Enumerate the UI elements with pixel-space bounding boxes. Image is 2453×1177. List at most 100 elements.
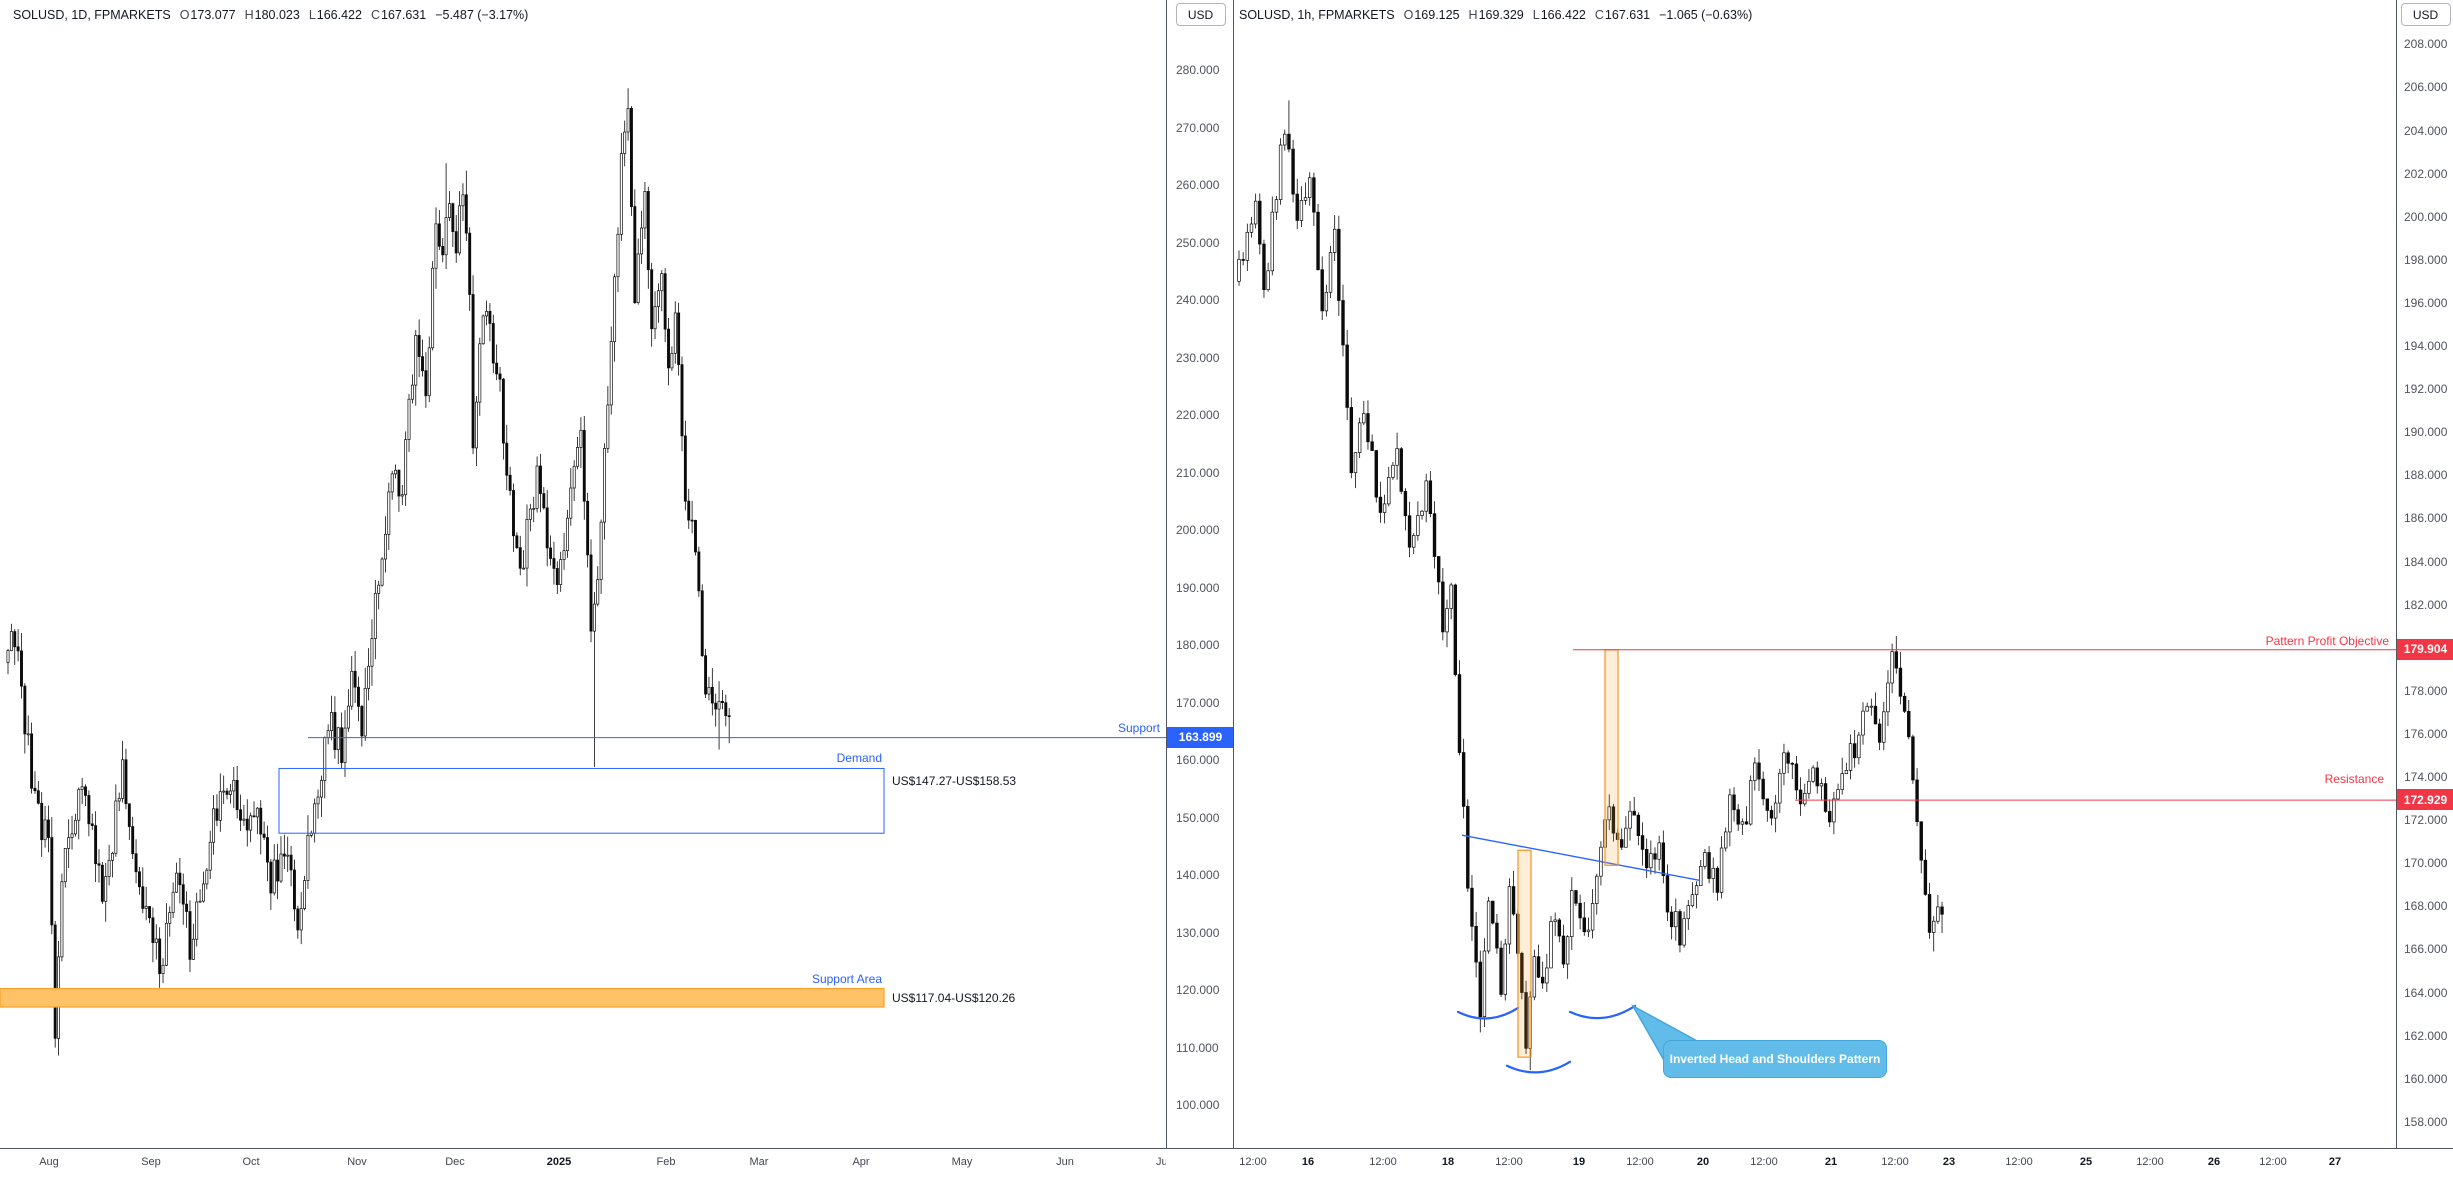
time-tick-label: 27 [2328,1156,2342,1168]
daily-time-axis[interactable]: Aug Sep Oct Nov Dec 2025 Feb Mar Apr May Jun Jul [0,1148,1233,1177]
candle-body [1453,584,1458,675]
candle-body [1378,496,1383,513]
candle-body [20,650,23,687]
annotation-label: Pattern Profit Objective [2265,633,2389,648]
candle-body [195,901,199,940]
candle-body [127,803,131,827]
candle-body [596,579,600,605]
candle-body [437,223,441,247]
candle-body [1578,902,1582,919]
candle-body [1491,900,1495,924]
candle-body [569,487,573,519]
candle-body [1486,900,1491,952]
hourly-chart-legend: SOLUSD, 1h, FPMARKETS O169.125 H169.329 L16… [1239,8,1752,22]
time-tick-label: 18 [1441,1156,1455,1168]
candle-body [1482,950,1487,1018]
candle-body [586,500,590,556]
neckline-trendline[interactable] [1461,834,1701,882]
candle-body [1420,510,1424,516]
demand-zone-box[interactable] [278,767,885,834]
measure-box-1[interactable] [1517,849,1532,1058]
support-area-box[interactable] [0,987,885,1008]
symbol-title[interactable]: SOLUSD, 1h, FPMARKETS [1239,8,1395,22]
candle-body [397,469,401,497]
candle-body [653,306,657,330]
currency-toggle-button[interactable]: USD [2400,3,2451,26]
shoulder-arc-1[interactable] [1456,1006,1520,1020]
candle-body [694,520,697,553]
candle-body [559,559,563,585]
price-tick-label: 184.000 [2404,554,2448,569]
candle-body [1461,752,1466,807]
candle-body [282,853,286,857]
candle-body [549,547,553,559]
candle-body [1291,148,1295,195]
candle-body [1549,921,1553,969]
candle-body [1520,952,1524,993]
drawings-layer[interactable] [0,737,1166,1008]
price-tick-label: 196.000 [2404,295,2448,310]
daily-price-axis[interactable]: USD 280.000 270.000 260.000 250.000 240.000 2… [1166,0,1233,1148]
daily-chart-canvas[interactable] [0,0,1166,1148]
hourly-time-axis[interactable]: 12:00 16 12:00 18 12:00 19 12:00 20 12:00 21 12:00… [1233,1148,2453,1177]
candle-body [1266,270,1270,291]
candle-body [1561,935,1566,965]
candle-body [1790,762,1794,765]
currency-toggle-button[interactable]: USD [1175,3,1226,26]
pane-separator[interactable] [1233,0,1234,1177]
candle-body [1773,802,1778,819]
candle-body [1299,200,1304,221]
price-tick-label: 200.000 [1176,523,1220,537]
candle-body [626,108,630,133]
time-tick-label: Oct [242,1156,260,1168]
candle-body [1907,710,1911,738]
candle-body [1861,710,1865,736]
time-tick-label: 2025 [546,1156,572,1168]
candle-body [222,790,226,793]
pattern-callout[interactable]: Inverted Head and Shoulders Pattern [1663,1040,1887,1078]
candle-body [1312,177,1316,213]
hourly-price-axis[interactable]: USD 208.000 206.000 204.000 202.000 200.000 1… [2396,0,2453,1148]
measure-box-2[interactable] [1604,649,1619,866]
candle-body [30,733,34,789]
symbol-title[interactable]: SOLUSD, 1D, FPMARKETS [13,8,171,22]
ohlc-high-value: 180.023 [254,8,300,22]
candle-body [1399,448,1403,492]
candle-body [13,631,17,648]
candle-body [1308,177,1312,198]
hourly-chart-canvas[interactable] [1237,0,2396,1148]
candle-body [1457,674,1462,753]
annotation-label: US$117.04-US$120.26 [892,990,1016,1005]
candle-body [697,551,701,592]
candle-body [576,447,579,467]
price-tick-label: 206.000 [2404,80,2448,95]
annotation-label: Resistance [2324,772,2384,787]
candle-body [1877,723,1882,743]
candle-body [225,790,229,795]
candle-body [1391,464,1395,478]
price-tick-label: 208.000 [2404,37,2448,52]
candle-body [1848,743,1853,771]
candle-body [1553,919,1557,922]
candle-body [458,205,462,254]
price-tick-label: 192.000 [2404,382,2448,397]
candle-body [468,232,472,295]
candle-body [185,903,189,912]
candle-body [1524,992,1528,1049]
price-tick-label: 140.000 [1176,868,1220,882]
candle-body [528,508,532,520]
shoulder-arc-3[interactable] [1568,1004,1637,1020]
candle-body [1332,228,1337,253]
ohlc-close-value: 167.631 [381,8,427,22]
candle-body [1428,480,1433,515]
candle-body [471,294,475,449]
candle-body [542,493,546,509]
candle-body [1728,794,1732,833]
candle-body [111,852,114,861]
candle-body [218,791,222,821]
candle-body [255,807,259,818]
candle-body [508,474,512,491]
candle-body [1470,887,1474,927]
shoulder-arc-2[interactable] [1505,1060,1572,1074]
candle-body [579,429,583,448]
